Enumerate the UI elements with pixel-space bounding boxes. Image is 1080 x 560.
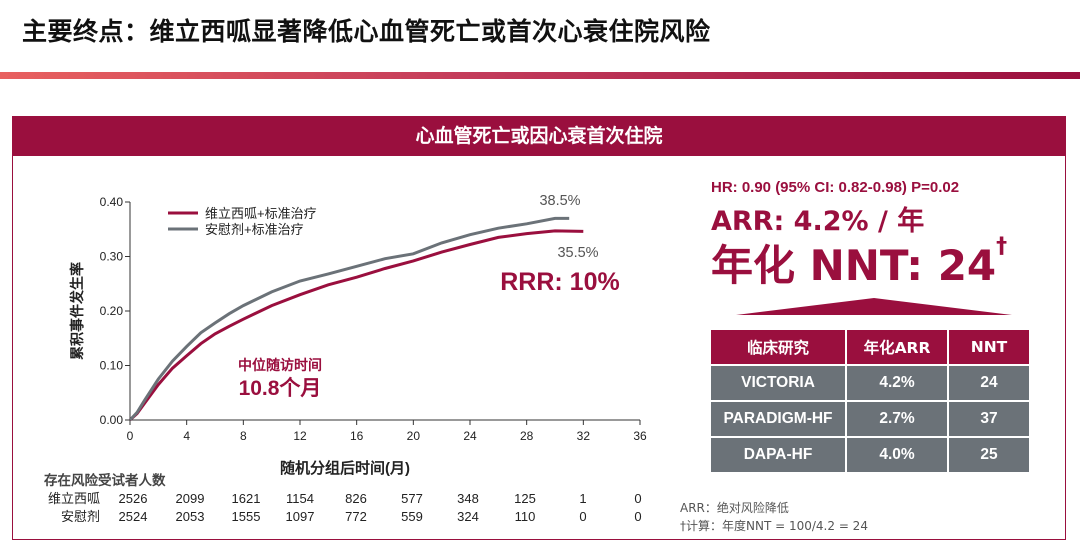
table-row: VICTORIA 4.2% 24: [711, 365, 1031, 402]
y-axis-label: 累积事件发生率: [69, 262, 85, 360]
table-pointer-triangle: [736, 298, 1012, 315]
x-tick-label: 20: [407, 429, 421, 443]
nnt-value: 年化 NNT: 24: [711, 241, 997, 290]
risk-table-cell: 1154: [286, 491, 314, 506]
x-tick-label: 12: [293, 429, 307, 443]
annualized-nnt: 年化 NNT: 24†: [711, 232, 1007, 293]
y-tick-label: 0.20: [100, 304, 124, 318]
x-tick-label: 16: [350, 429, 364, 443]
header-arr: 年化ARR: [846, 330, 949, 366]
trial-name: VICTORIA: [711, 365, 847, 402]
y-tick-label: 0.30: [100, 250, 124, 264]
risk-table-cell: 110: [515, 509, 536, 524]
table-row: PARADIGM-HF 2.7% 37: [711, 401, 1031, 438]
risk-table-cell: 772: [345, 509, 367, 524]
risk-table-cell: 0: [634, 509, 641, 524]
y-tick-label: 0.10: [100, 359, 124, 373]
risk-table-cell: 1621: [232, 491, 261, 506]
trial-arr: 4.2%: [846, 365, 949, 402]
legend-label: 维立西呱+标准治疗: [205, 206, 317, 221]
page-title: 主要终点：维立西呱显著降低心血管死亡或首次心衰住院风险: [22, 17, 711, 46]
risk-table-cell: 324: [457, 509, 479, 524]
trial-comparison-table: 临床研究 年化ARR NNT VICTORIA 4.2% 24 PARADIGM…: [711, 330, 1031, 474]
vericiguat-curve: [128, 229, 584, 422]
header-trial: 临床研究: [711, 330, 847, 366]
nnt-dagger: †: [996, 234, 1008, 259]
trial-nnt: 24: [948, 365, 1031, 402]
risk-table-cell: 348: [457, 491, 479, 506]
risk-table-cell: 0: [634, 491, 641, 506]
y-tick-label: 0.00: [100, 413, 124, 427]
risk-table-cell: 2524: [119, 509, 148, 524]
table-row: DAPA-HF 4.0% 25: [711, 437, 1031, 474]
title-accent-bar: [0, 72, 1080, 79]
trial-nnt: 37: [948, 401, 1031, 438]
median-followup-value: 10.8个月: [239, 377, 322, 400]
risk-table-cell: 577: [401, 491, 423, 506]
risk-row-label: 维立西呱: [48, 491, 100, 506]
panel-title: 心血管死亡或因心衰首次住院: [12, 116, 1066, 156]
x-tick-label: 8: [240, 429, 247, 443]
median-followup-label: 中位随访时间: [238, 357, 322, 373]
x-tick-label: 32: [577, 429, 591, 443]
trial-name: DAPA-HF: [711, 437, 847, 474]
risk-table-cell: 1: [579, 491, 586, 506]
x-axis-label: 随机分组后时间(月): [280, 459, 410, 477]
placebo-curve: [128, 216, 570, 422]
absolute-risk-reduction: ARR: 4.2% / 年: [711, 206, 925, 237]
risk-table-cell: 1097: [286, 509, 315, 524]
trial-arr: 4.0%: [846, 437, 949, 474]
hazard-ratio: HR: 0.90 (95% CI: 0.82-0.98) P=0.02: [711, 179, 960, 196]
x-tick-label: 4: [183, 429, 190, 443]
risk-table-cell: 125: [514, 491, 536, 506]
x-tick-label: 36: [633, 429, 647, 443]
rrr-annotation: RRR: 10%: [500, 268, 619, 296]
km-chart: 0.00 0.10 0.20 0.30 0.40 0 4 8 12 16 20 24 28 32 36 随机分…: [44, 193, 647, 524]
risk-table-cell: 1555: [232, 509, 261, 524]
risk-table-cell: 2099: [176, 491, 205, 506]
y-tick-label: 0.40: [100, 195, 124, 209]
placebo-end-label: 38.5%: [539, 193, 580, 209]
trial-arr: 2.7%: [846, 401, 949, 438]
x-tick-label: 24: [463, 429, 477, 443]
risk-table-cell: 0: [579, 509, 586, 524]
footnote-arr: ARR：绝对风险降低: [680, 501, 789, 515]
legend-label: 安慰剂+标准治疗: [205, 222, 304, 237]
risk-table-cell: 559: [401, 509, 423, 524]
risk-table-cell: 2526: [119, 491, 148, 506]
risk-row-label: 安慰剂: [61, 509, 100, 524]
risk-table-cell: 826: [345, 491, 367, 506]
x-tick-label: 28: [520, 429, 534, 443]
risk-table-cell: 2053: [176, 509, 205, 524]
trial-name: PARADIGM-HF: [711, 401, 847, 438]
vericiguat-end-label: 35.5%: [557, 245, 598, 261]
table-header-row: 临床研究 年化ARR NNT: [711, 330, 1031, 366]
risk-table-title: 存在风险受试者人数: [44, 472, 166, 488]
footnote-nnt: †计算：年度NNT = 100/4.2 = 24: [680, 519, 868, 533]
trial-nnt: 25: [948, 437, 1031, 474]
header-nnt: NNT: [948, 330, 1031, 366]
x-tick-label: 0: [127, 429, 134, 443]
